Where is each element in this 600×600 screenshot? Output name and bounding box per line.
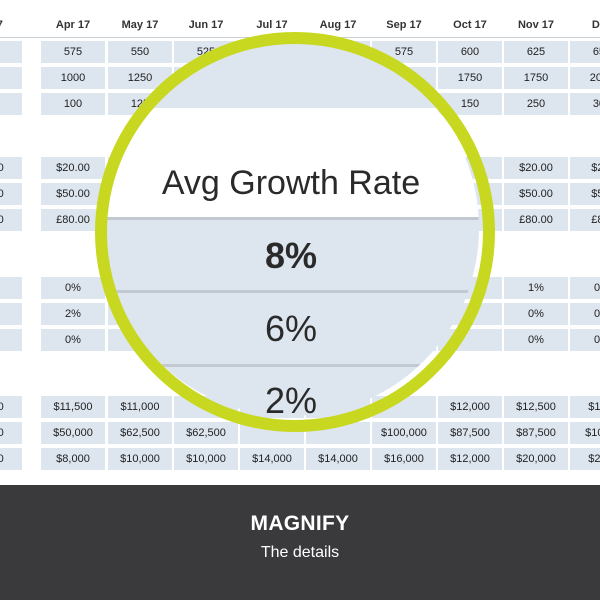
table-cell: £80. [570,209,600,231]
table-cell: 100 [0,93,22,115]
footer-subtitle: The details [260,544,340,561]
table-cell: $10,000 [174,448,238,470]
header-divider [0,37,600,38]
magnified-value-3: 2% [264,380,318,416]
month-header: Oct 17 [438,14,502,36]
table-cell: 2000 [570,67,600,89]
table-cell: 300 [570,93,600,115]
month-header: May 17 [108,14,172,36]
table-cell: 100 [41,93,105,115]
month-header: Apr 17 [41,14,105,36]
magnifier-lens: Avg Growth Rate 8% 6% 2% [103,40,479,416]
magnified-value-1: 8% [264,235,318,276]
table-cell: 625 [504,41,568,63]
table-cell [306,422,370,444]
table-cell: $87,500 [504,422,568,444]
table-cell: $8,000 [41,448,105,470]
table-cell: 550 [0,41,22,63]
table-cell: 1,000 [0,396,22,418]
table-cell: 0% [0,303,22,325]
table-cell: $14,000 [306,448,370,470]
table-cell: $20.00 [41,157,105,179]
table-cell: $100,0 [570,422,600,444]
table-cell: 0% [504,303,568,325]
table-cell: 0% [570,303,600,325]
magnified-header: Avg Growth Rate [161,164,421,202]
table-cell: $10,000 [108,448,172,470]
table-cell: 80.00 [0,209,22,231]
table-cell: $100,000 [372,422,436,444]
table-cell: 2% [41,303,105,325]
lens-row-separator [103,364,479,367]
table-cell: $62,500 [174,422,238,444]
table-cell: 0% [570,329,600,351]
table-cell: £80.00 [41,209,105,231]
table-cell: $12,000 [438,448,502,470]
footer-title: MAGNIFY [250,512,350,535]
table-cell: $62,500 [108,422,172,444]
lens-header-band [103,108,479,220]
table-cell: $13,0 [570,396,600,418]
table-cell: 0% [41,277,105,299]
table-cell: 5,000 [0,448,22,470]
table-cell: $50. [570,183,600,205]
table-cell: 250 [504,93,568,115]
table-cell: 0% [570,277,600,299]
table-cell: 2% [0,329,22,351]
table-cell: $20.00 [504,157,568,179]
month-header: Jun 17 [174,14,238,36]
lens-row-separator [103,290,479,293]
table-cell: 575 [41,41,105,63]
table-cell: $87,500 [438,422,502,444]
table-cell: 650 [570,41,600,63]
table-cell: 0% [0,277,22,299]
table-cell [240,422,304,444]
table-cell: $16,000 [372,448,436,470]
table-cell: 20.00 [0,157,22,179]
lens-top-band [103,40,479,110]
table-cell: 000 [0,67,22,89]
table-cell [372,396,436,418]
table-cell: 0% [41,329,105,351]
table-cell: 0,000 [0,422,22,444]
table-cell: $14,000 [240,448,304,470]
table-cell: 1% [504,277,568,299]
month-header: Jul 17 [240,14,304,36]
table-cell: $12,500 [504,396,568,418]
table-cell: 50.00 [0,183,22,205]
month-header: Nov 17 [504,14,568,36]
table-cell: $24,0 [570,448,600,470]
table-cell: £80.00 [504,209,568,231]
table-cell: 0% [504,329,568,351]
table-cell: $50.00 [41,183,105,205]
month-header: ar 17 [0,14,22,36]
month-header: Aug 17 [306,14,370,36]
table-cell: 1000 [41,67,105,89]
table-cell: $11,500 [41,396,105,418]
table-cell: $50,000 [41,422,105,444]
table-cell: $20. [570,157,600,179]
table-cell: $20,000 [504,448,568,470]
table-cell: $11,000 [108,396,172,418]
lens-row-separator [103,217,479,220]
footer-banner: MAGNIFY The details [0,485,600,600]
magnified-value-2: 6% [264,308,318,349]
table-cell: $50.00 [504,183,568,205]
month-header: Dec [570,14,600,36]
month-header: Sep 17 [372,14,436,36]
table-cell: 1750 [504,67,568,89]
